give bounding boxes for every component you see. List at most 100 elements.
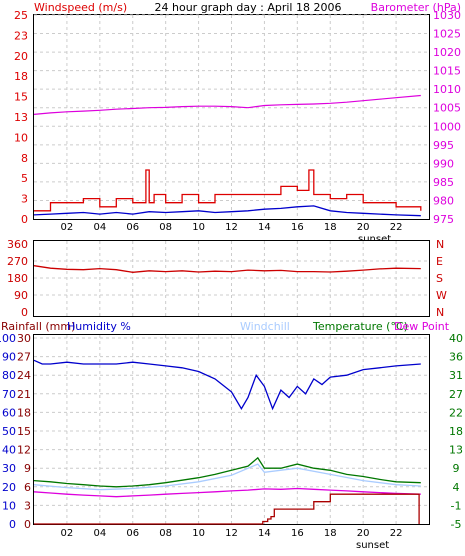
climate-sunset-label: sunset (356, 540, 389, 551)
temperature-y-tick: 18 (449, 425, 463, 438)
compass-y-tick: N (436, 238, 444, 251)
humidity-y-tick: 100 (0, 332, 16, 345)
wind-y-tick: 3 (21, 193, 28, 206)
humidity-y-tick: 20 (2, 481, 16, 494)
rainfall-label: Rainfall (mm) (1, 320, 75, 333)
direction-y-tick: 90 (14, 289, 28, 302)
barometer-y-tick: 975 (433, 213, 454, 226)
rainfall-y-tick: 15 (17, 425, 31, 438)
temperature-y-tick: -5 (451, 518, 462, 531)
temperature-y-tick: 22 (449, 406, 463, 419)
barometer-y-tick: 985 (433, 176, 454, 189)
humidity-y-tick: 40 (2, 444, 16, 457)
rainfall-y-tick: 27 (17, 351, 31, 364)
rainfall-mm-line (34, 493, 420, 525)
humidity-y-tick: 30 (2, 462, 16, 475)
compass-y-tick: E (436, 255, 443, 268)
barometer-y-tick: 1030 (433, 9, 461, 22)
compass-y-tick: N (436, 306, 444, 319)
wind-sunset-label: sunset (358, 234, 391, 245)
temperature-y-tick: 4 (453, 481, 460, 494)
temperature-y-tick: 9 (453, 462, 460, 475)
humidity-y-tick: 10 (2, 499, 16, 512)
wind-x-tick: 08 (159, 222, 172, 233)
compass-y-tick: S (436, 272, 443, 285)
humidity-y-tick: 60 (2, 406, 16, 419)
humidity-y-tick: 90 (2, 351, 16, 364)
wind-y-tick: 0 (21, 213, 28, 226)
climate-x-tick: 02 (61, 528, 74, 539)
dewpoint-label: Dew Point (394, 320, 450, 333)
barometer-y-tick: 1025 (433, 28, 461, 41)
wind-x-tick: 14 (258, 222, 271, 233)
barometer-y-tick: 1015 (433, 65, 461, 78)
windspeed-axis-label: Windspeed (m/s) (34, 1, 127, 14)
barometer-y-tick: 995 (433, 139, 454, 152)
temperature-y-tick: 31 (449, 369, 463, 382)
wind-x-tick: 20 (357, 222, 370, 233)
windchill-label: Windchill (240, 320, 290, 333)
wind-x-tick: 18 (324, 222, 337, 233)
rainfall-y-tick: 3 (24, 499, 31, 512)
wind-x-tick: 10 (192, 222, 205, 233)
rainfall-y-tick: 30 (17, 332, 31, 345)
barometer-hpa-line (33, 94, 421, 115)
barometer-y-tick: 1000 (433, 120, 461, 133)
rainfall-y-tick: 18 (17, 406, 31, 419)
rainfall-y-tick: 6 (24, 481, 31, 494)
compass-y-tick: W (436, 289, 447, 302)
temperature-y-tick: 40 (449, 332, 463, 345)
temperature-c-line (33, 456, 421, 488)
temperature-y-tick: 13 (449, 444, 463, 457)
dew-point-line (33, 487, 421, 498)
climate-x-tick: 14 (258, 528, 271, 539)
temperature-y-tick: 36 (449, 351, 463, 364)
climate-x-tick: 10 (192, 528, 205, 539)
humidity-label: Humidity % (67, 320, 131, 333)
wind-direction-line (33, 265, 421, 273)
wind-y-tick: 8 (21, 152, 28, 165)
humidity-line (33, 359, 421, 411)
rainfall-y-tick: 0 (24, 518, 31, 531)
climate-x-tick: 16 (291, 528, 304, 539)
rainfall-y-tick: 9 (24, 462, 31, 475)
rainfall-y-tick: 12 (17, 444, 31, 457)
wind-gust-m-s-line (34, 169, 422, 212)
wind-y-tick: 20 (14, 50, 28, 63)
barometer-y-tick: 1010 (433, 83, 461, 96)
wind-x-tick: 12 (225, 222, 238, 233)
wind-x-tick: 04 (93, 222, 106, 233)
chart-title: 24 hour graph day : April 18 2006 (155, 1, 342, 14)
wind-y-tick: 23 (14, 29, 28, 42)
rainfall-y-tick: 24 (17, 369, 31, 382)
wind-y-tick: 10 (14, 131, 28, 144)
direction-y-tick: 0 (21, 306, 28, 319)
humidity-y-tick: 50 (2, 425, 16, 438)
climate-x-tick: 12 (225, 528, 238, 539)
wind-x-tick: 06 (126, 222, 139, 233)
climate-x-tick: 06 (126, 528, 139, 539)
temperature-y-tick: -1 (451, 499, 462, 512)
wind-y-tick: 13 (14, 111, 28, 124)
climate-x-tick: 20 (357, 528, 370, 539)
barometer-y-tick: 980 (433, 194, 454, 207)
humidity-y-tick: 80 (2, 369, 16, 382)
wind-y-tick: 15 (14, 91, 28, 104)
wind-x-tick: 16 (291, 222, 304, 233)
temperature-y-tick: 27 (449, 388, 463, 401)
wind-y-tick: 25 (14, 9, 28, 22)
barometer-y-tick: 1005 (433, 102, 461, 115)
temperature-label: Temperature (°C) (312, 320, 408, 333)
wind-y-tick: 5 (21, 172, 28, 185)
direction-y-tick: 270 (7, 255, 28, 268)
wind-x-tick: 22 (390, 222, 403, 233)
direction-y-tick: 180 (7, 272, 28, 285)
windspeed-m-s-line (33, 205, 421, 217)
climate-x-tick: 22 (390, 528, 403, 539)
climate-x-tick: 04 (93, 528, 106, 539)
climate-x-tick: 18 (324, 528, 337, 539)
climate-x-tick: 08 (159, 528, 172, 539)
humidity-y-tick: 70 (2, 388, 16, 401)
